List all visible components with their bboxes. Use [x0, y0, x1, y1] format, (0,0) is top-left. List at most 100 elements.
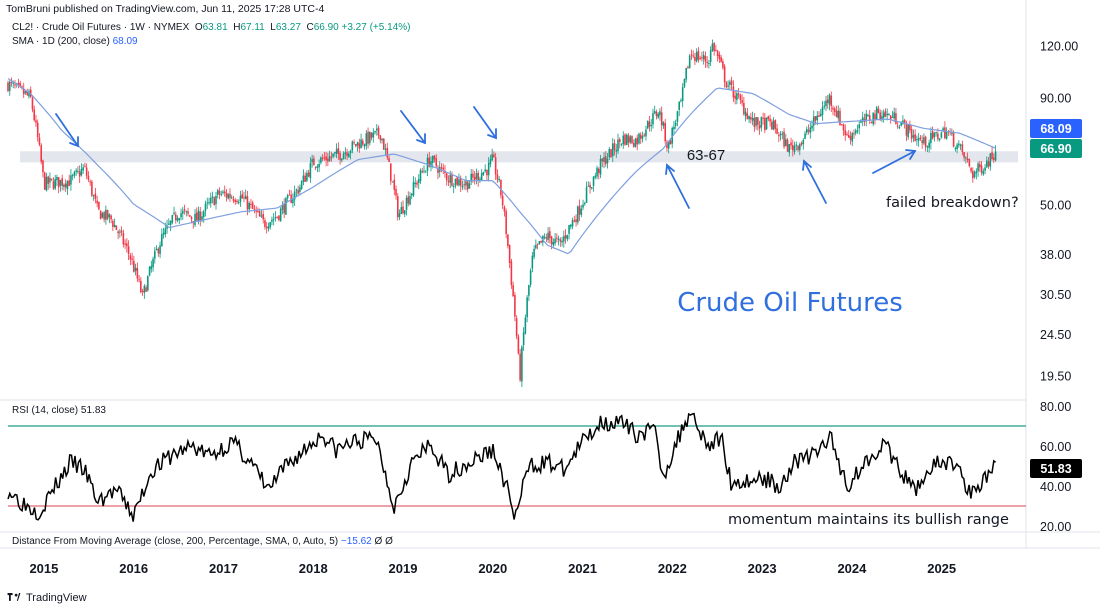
annotation-arrows [55, 106, 917, 209]
rsi-tick-label: 20.00 [1040, 520, 1071, 534]
candle [847, 130, 850, 139]
candle [494, 152, 497, 180]
candle [243, 191, 245, 203]
candle [819, 109, 822, 117]
candle [886, 108, 888, 121]
candle [435, 154, 438, 169]
candle [783, 128, 785, 150]
candle [910, 125, 913, 143]
candle [119, 228, 121, 238]
candle [655, 109, 658, 120]
candle [33, 105, 36, 122]
candle [374, 130, 376, 135]
candle [503, 205, 506, 217]
candle [54, 174, 56, 191]
candle [334, 151, 336, 157]
candle [807, 124, 810, 135]
candle [195, 207, 198, 221]
candle [174, 211, 177, 224]
candle [262, 210, 264, 224]
candle [358, 138, 361, 153]
candle [417, 174, 420, 190]
candle [328, 150, 331, 162]
candle [223, 185, 226, 197]
candle [624, 133, 626, 146]
candle [199, 206, 202, 227]
candle [753, 113, 756, 132]
candle [566, 234, 569, 242]
candle [861, 111, 864, 127]
candle [424, 170, 427, 173]
candle [211, 191, 214, 204]
candle [538, 240, 541, 245]
candle [370, 131, 373, 141]
candle [643, 132, 646, 138]
candle [85, 163, 88, 180]
candle [59, 179, 62, 192]
candle [793, 141, 796, 155]
candle [384, 143, 387, 156]
candle [38, 133, 41, 147]
candle [181, 206, 184, 220]
candle [313, 155, 315, 166]
candle [919, 135, 922, 141]
candle [853, 129, 855, 139]
tradingview-logo-icon [7, 593, 21, 601]
candle [737, 88, 740, 99]
rsi-tick-label: 60.00 [1040, 440, 1071, 454]
candle [147, 275, 149, 292]
candle [110, 214, 112, 224]
candle [292, 193, 294, 208]
candle [391, 181, 394, 183]
candle [440, 163, 443, 173]
candle [797, 145, 799, 153]
candle [795, 141, 798, 151]
candle [498, 176, 500, 183]
candle [456, 176, 459, 187]
candle [91, 179, 93, 198]
candle [690, 49, 693, 61]
candle [867, 113, 869, 117]
candle [482, 171, 485, 176]
price-tick-label: 19.50 [1040, 369, 1071, 383]
candle [398, 209, 401, 221]
candle [10, 77, 13, 87]
candle [150, 260, 153, 273]
candle [52, 177, 55, 190]
candle [956, 142, 958, 154]
candle [409, 192, 411, 206]
candle [564, 229, 567, 244]
candle [255, 206, 257, 218]
candle [122, 229, 125, 248]
candle [285, 196, 287, 215]
candle [982, 168, 985, 176]
arrow-2015 [55, 113, 79, 148]
candle [765, 117, 768, 130]
candle [676, 110, 679, 127]
candle [921, 135, 923, 149]
candle [49, 172, 51, 189]
candle [596, 165, 598, 180]
candle [615, 143, 618, 158]
candle [571, 217, 574, 230]
candle [133, 255, 135, 273]
candle [159, 241, 161, 259]
candle [220, 190, 223, 197]
time-tick-label: 2022 [658, 561, 687, 576]
candle [744, 107, 747, 122]
candle [723, 64, 726, 88]
price-tick-label: 24.50 [1040, 328, 1071, 342]
candle [839, 107, 841, 126]
candle [896, 121, 899, 129]
candle [688, 54, 691, 69]
candle [227, 192, 230, 200]
candle [514, 292, 516, 322]
candle [872, 112, 875, 127]
candle [687, 65, 689, 69]
time-tick-label: 2016 [119, 561, 148, 576]
candle [893, 107, 895, 123]
candle [771, 119, 773, 131]
candle [645, 125, 647, 141]
candle [433, 154, 436, 163]
